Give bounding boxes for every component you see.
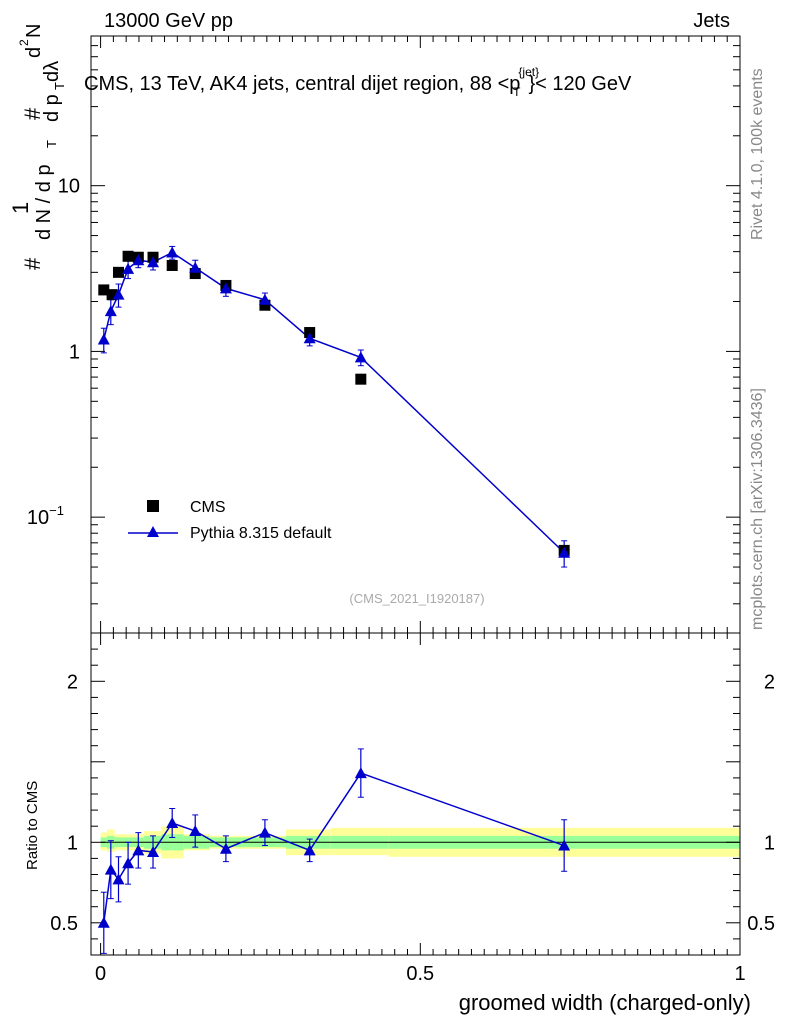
ratio-y-tick-label-right: 2 — [764, 671, 775, 693]
ratio-y-tick-label-right: 1 — [764, 832, 775, 854]
cms-data-point — [112, 266, 124, 278]
header-right: Jets — [693, 10, 730, 32]
ratio-data-point — [258, 826, 271, 838]
mc-data-point — [122, 262, 135, 274]
legend: CMS Pythia 8.315 default — [128, 499, 332, 542]
mc-data-point — [258, 293, 271, 305]
ratio-y-tick-label-left: 0.5 — [50, 913, 78, 935]
svg-text:d N / d p: d N / d p — [33, 164, 55, 240]
mc-data-point — [354, 351, 367, 363]
cms-data-point — [259, 299, 271, 311]
cms-data-point — [98, 284, 110, 296]
ratio-y-tick-label-left: 2 — [67, 671, 78, 693]
x-tick-label: 0.5 — [406, 963, 434, 985]
main-y-tick-label: 10−1 — [27, 503, 64, 529]
mc-data-point — [558, 546, 571, 558]
analysis-watermark: (CMS_2021_I1920187) — [349, 591, 484, 606]
ratio-data-point — [147, 845, 160, 857]
svg-text:T: T — [44, 140, 59, 148]
ratio-data-point — [112, 873, 125, 885]
mc-data-point — [112, 288, 125, 300]
mc-data-point — [97, 333, 110, 345]
svg-text:2: 2 — [17, 39, 31, 46]
ratio-plot-frame — [90, 632, 741, 956]
ratio-data-point — [558, 839, 571, 851]
cms-data-point — [166, 259, 178, 271]
ratio-data-point — [122, 857, 135, 869]
ratio-y-axis-label: Ratio to CMS — [24, 781, 41, 870]
ratio-data-point — [132, 844, 145, 856]
x-tick-label: 0 — [95, 963, 106, 985]
mcplots-label: mcplots.cern.ch [arXiv:1306.3436] — [749, 388, 766, 630]
svg-text:N: N — [23, 24, 45, 38]
ratio-y-tick-label-left: 1 — [67, 832, 78, 854]
svg-text:d: d — [23, 47, 45, 58]
mc-data-point — [147, 256, 160, 268]
svg-text:#: # — [20, 257, 45, 270]
mc-series-line — [103, 251, 565, 554]
legend-cms-marker — [147, 500, 159, 512]
cms-data-point — [106, 289, 118, 301]
ratio-data-point — [166, 816, 179, 828]
main-plot-frame — [90, 35, 741, 634]
legend-cms-label: CMS — [190, 499, 226, 516]
header-left: 13000 GeV pp — [104, 10, 233, 32]
svg-text:d p: d p — [41, 94, 63, 122]
chart-marks: 0 0.5 1 10−1 1 10 0.5 0.5 1 1 2 2 — [27, 35, 775, 985]
mc-data-point — [189, 261, 202, 273]
svg-text:#: # — [20, 107, 45, 120]
legend-mc-marker — [147, 526, 159, 537]
x-axis-label: groomed width (charged-only) — [459, 990, 751, 1015]
mc-data-point — [132, 254, 145, 266]
x-tick-label: 1 — [734, 963, 745, 985]
mc-data-point — [219, 282, 232, 294]
main-y-axis-label: # 1 d N / d p T # d p T dλ d 2 N — [8, 24, 67, 270]
cms-data-point — [122, 250, 134, 262]
cms-data-point — [355, 373, 367, 385]
mc-data-point — [104, 305, 117, 317]
plot-title: CMS, 13 TeV, AK4 jets, central dijet reg… — [84, 65, 632, 99]
rivet-label: Rivet 4.1.0, 100k events — [749, 68, 766, 240]
mc-data-point — [166, 246, 179, 258]
ratio-data-point — [354, 767, 367, 779]
ratio-y-tick-label-right: 0.5 — [747, 913, 775, 935]
ratio-data-point — [104, 863, 117, 875]
ratio-data-point — [97, 916, 110, 928]
svg-text:1: 1 — [8, 202, 33, 214]
main-y-tick-label: 10 — [58, 176, 80, 198]
ratio-data-point — [303, 844, 316, 856]
ratio-data-point — [219, 842, 232, 854]
svg-text:T: T — [52, 82, 67, 90]
main-y-tick-label: 1 — [69, 341, 80, 363]
svg-text:dλ: dλ — [41, 61, 63, 82]
mc-data-point — [303, 332, 316, 344]
legend-mc-label: Pythia 8.315 default — [190, 525, 332, 542]
ratio-data-point — [189, 825, 202, 837]
cms-data-point — [189, 268, 201, 280]
